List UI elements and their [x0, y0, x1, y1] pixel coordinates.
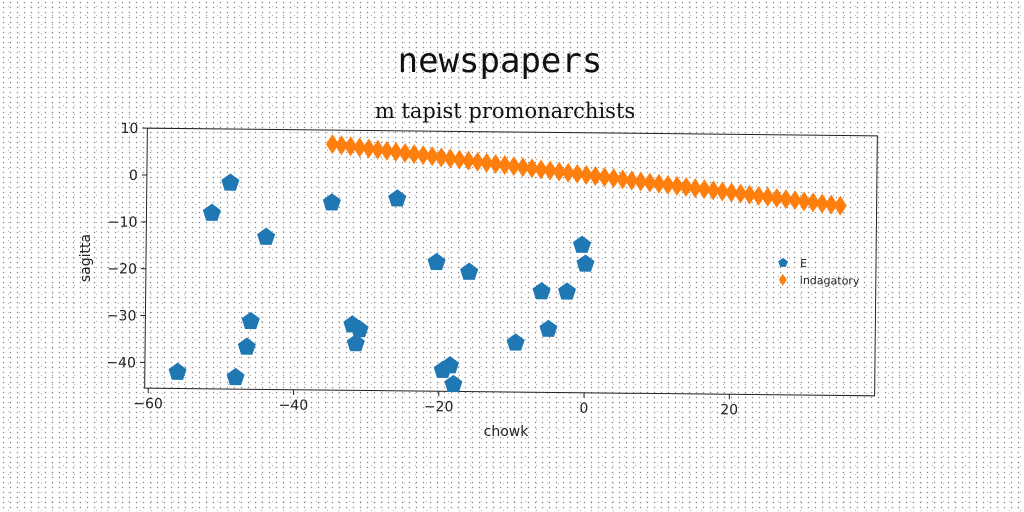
scatter-point-E: [238, 337, 256, 354]
x-axis-ticks: −60 −40 −20 0 20: [133, 388, 738, 418]
scatter-point-E: [532, 282, 550, 299]
y-tick-label: 10: [120, 121, 138, 137]
axes-title: m tapist promonarchists: [375, 99, 635, 123]
y-axis-label: sagitta: [78, 234, 94, 282]
scatter-point-E: [323, 193, 341, 210]
legend-marker: [778, 258, 788, 267]
scatter-point-E: [576, 254, 594, 271]
x-tick-label: −20: [424, 399, 454, 415]
y-tick-label: −20: [107, 261, 137, 277]
scatter-point-E: [388, 189, 406, 206]
scatter-point-E: [221, 173, 239, 190]
x-tick-label: 20: [720, 402, 738, 418]
y-tick-label: −30: [107, 308, 137, 324]
scatter-point-E: [558, 282, 576, 299]
y-tick-label: −40: [106, 355, 136, 371]
y-tick-label: 0: [129, 168, 138, 184]
scatter-point-E: [441, 356, 459, 373]
x-axis-label: chowk: [484, 424, 530, 440]
x-tick-label: −60: [133, 396, 163, 412]
x-tick-label: 0: [579, 401, 588, 417]
figure-title: newspapers: [398, 41, 603, 81]
scatter-point-E: [460, 262, 478, 279]
scatter-point-E: [203, 204, 221, 221]
legend-label: E: [800, 257, 807, 270]
scatter-point-E: [506, 333, 524, 350]
scatter-point-E: [427, 253, 445, 270]
scatter-point-E: [573, 236, 591, 253]
scatter-point-E: [226, 368, 244, 385]
scatter-point-E: [539, 320, 557, 337]
series-marks: [168, 132, 847, 396]
legend-label: indagatory: [800, 274, 860, 288]
y-axis-ticks: 10 0 −10 −20 −30 −40: [106, 121, 147, 372]
scatter-point-indagatory: [834, 196, 847, 216]
scatter-point-E: [242, 312, 260, 329]
legend-marker: [779, 274, 787, 286]
x-tick-label: −40: [279, 398, 309, 414]
scatter-point-E: [257, 228, 275, 245]
scatter-point-E: [168, 363, 186, 380]
y-tick-label: −10: [108, 214, 138, 230]
